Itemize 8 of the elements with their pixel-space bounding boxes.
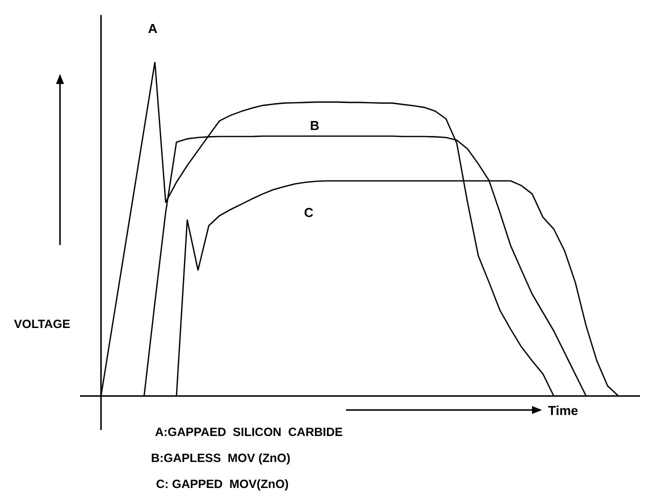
series-label: B: [310, 118, 320, 133]
text: B:GAPLESS MOV (ZnO): [151, 451, 290, 465]
text: A: [148, 21, 158, 36]
text: C: GAPPED MOV(ZnO): [156, 477, 289, 491]
text: A:GAPPAED SILICON CARBIDE: [155, 425, 343, 439]
x-axis-title: Time: [548, 403, 578, 418]
y-axis-title: VOLTAGE: [14, 317, 70, 331]
series-label: C: [304, 205, 314, 220]
